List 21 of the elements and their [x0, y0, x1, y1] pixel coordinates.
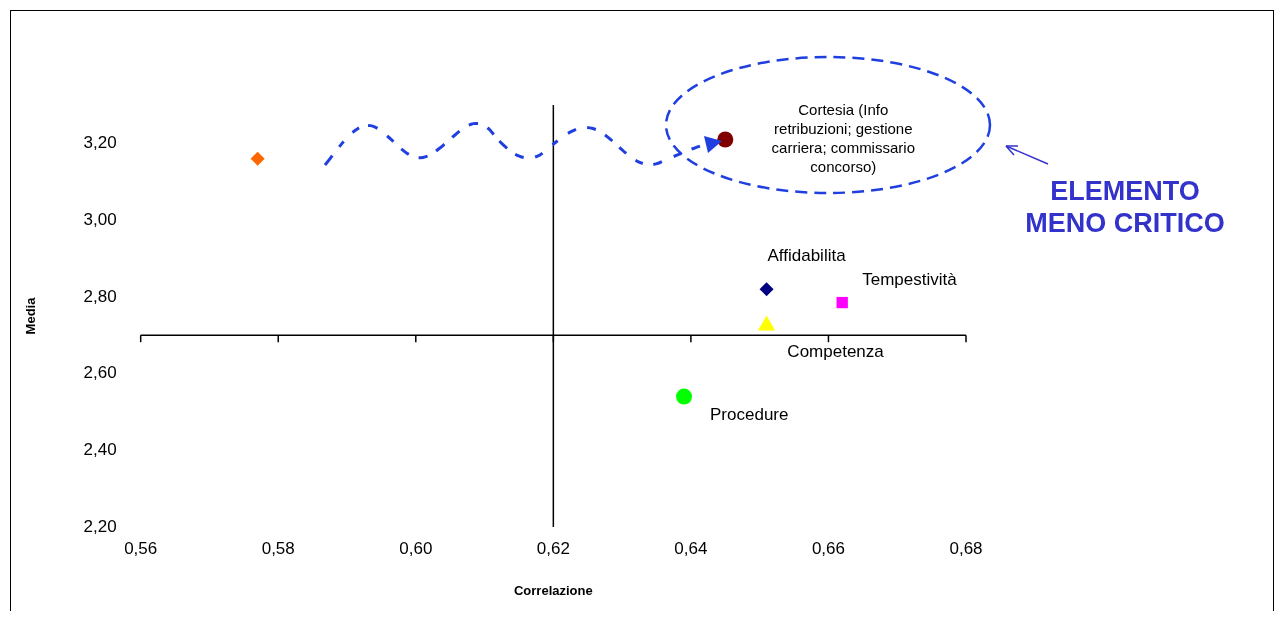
series-label: Procedure	[710, 405, 789, 425]
series-label: Tempestività	[862, 270, 958, 290]
series-label: Competenza	[787, 342, 885, 362]
x-tick-label: 0,64	[674, 538, 708, 558]
x-tick-label: 0,58	[261, 538, 295, 558]
text: ELEMENTO MENO CRITICO	[1024, 175, 1226, 239]
x-tick-label: 0,60	[399, 538, 433, 558]
y-tick-label: 2,20	[83, 516, 117, 536]
y-axis-title: Media	[23, 296, 39, 335]
y-tick-label: 3,20	[83, 133, 117, 153]
x-tick-label: 0,62	[536, 538, 570, 558]
x-tick-label: 0,66	[811, 538, 845, 558]
y-tick-label: 2,40	[83, 439, 117, 459]
y-tick-label: 2,80	[83, 286, 117, 306]
x-tick-label: 0,68	[949, 538, 983, 558]
x-tick-label: 0,56	[124, 538, 158, 558]
x-axis-title: Correlazione	[513, 582, 593, 598]
y-tick-label: 3,00	[83, 209, 117, 229]
text: Cortesia (Info retribuzioni; gestione carriera; commissario concorso)	[771, 101, 915, 176]
series-label: Affidabilita	[767, 245, 847, 265]
y-tick-label: 2,60	[83, 363, 117, 383]
